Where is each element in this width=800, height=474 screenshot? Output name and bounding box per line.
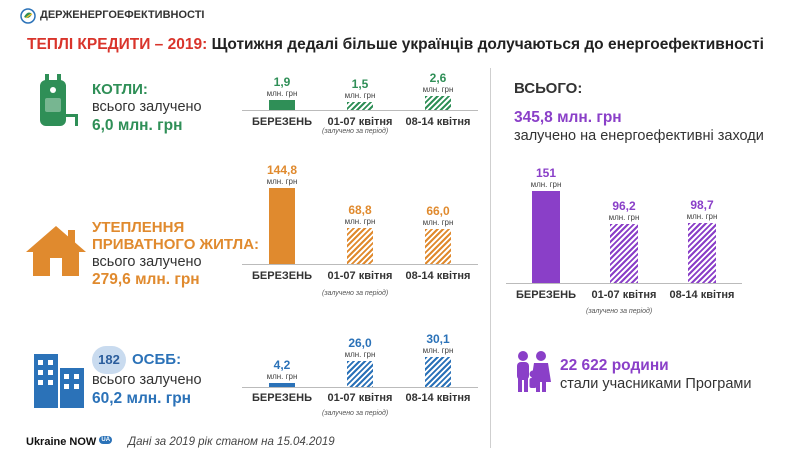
total-bar [532, 191, 560, 283]
total-category-label: 01-07 квітня [591, 289, 657, 301]
families-text: стали учасниками Програми [560, 376, 752, 392]
boilers-category-label: 01-07 квітня [327, 116, 393, 128]
insulation-bar-value: 66,0 [426, 204, 450, 218]
osbb-category-label: 08-14 квітня [405, 392, 471, 404]
total-bar-unit: млн. грн [608, 213, 640, 222]
boilers-bar-unit: млн. грн [344, 91, 376, 100]
footer-note: Дані за 2019 рік станом на 15.04.2019 [128, 436, 335, 448]
insulation-bar-unit: млн. грн [422, 218, 454, 227]
total-bar [610, 224, 638, 283]
insulation-axis [242, 264, 478, 265]
insulation-bar-value: 144,8 [266, 163, 298, 177]
total-axis [506, 283, 742, 284]
insulation-subtitle: всього залучено [92, 254, 202, 270]
osbb-bar [425, 357, 451, 387]
boilers-bar-value: 2,6 [429, 71, 447, 85]
total-bar-unit: млн. грн [686, 212, 718, 221]
insulation-bar-unit: млн. грн [266, 177, 298, 186]
boilers-axis [242, 110, 478, 111]
osbb-bar [347, 361, 373, 387]
total-bar-value: 98,7 [690, 198, 714, 212]
insulation-period-note: (залучено за період) [322, 290, 389, 297]
brand-badge: UA [99, 436, 113, 444]
divider [490, 68, 491, 448]
osbb-bar-value: 26,0 [348, 336, 372, 350]
total-category-label: 08-14 квітня [669, 289, 735, 301]
boilers-subtitle: всього залучено [92, 99, 202, 115]
brand-text: Ukraine NOW [26, 436, 97, 448]
osbb-bar-value: 4,2 [273, 358, 291, 372]
brand-logo: Ukraine NOW UA [26, 436, 113, 448]
boilers-category-label: 08-14 квітня [405, 116, 471, 128]
boilers-bar-value: 1,9 [273, 75, 291, 89]
boilers-period-note: (залучено за період) [322, 128, 389, 135]
osbb-category-label: 01-07 квітня [327, 392, 393, 404]
family-icon [517, 351, 551, 392]
page-title-dark: Щотижня дедалі більше українців долучают… [211, 36, 764, 53]
osbb-period-note: (залучено за період) [322, 410, 389, 417]
boilers-total: 6,0 млн. грн [92, 117, 183, 134]
families-count: 22 622 родини [560, 357, 669, 374]
insulation-bar [269, 188, 295, 264]
insulation-category-label: 01-07 квітня [327, 270, 393, 282]
osbb-bar-unit: млн. грн [422, 346, 454, 355]
buildings-icon [34, 354, 84, 408]
insulation-title-line1: УТЕПЛЕННЯ [92, 219, 185, 236]
boilers-bar [347, 102, 373, 110]
osbb-title: ОСББ: [132, 351, 182, 368]
boiler-icon [40, 74, 78, 126]
total-bar-value: 151 [535, 166, 557, 180]
boilers-bar [269, 100, 295, 110]
boilers-bar-unit: млн. грн [266, 89, 298, 98]
total-amount: 345,8 млн. грн [514, 109, 622, 126]
total-heading: ВСЬОГО: [514, 80, 583, 97]
osbb-badge: 182 [92, 346, 126, 374]
page-title: ТЕПЛІ КРЕДИТИ – 2019: Щотижня дедалі біл… [27, 36, 764, 54]
osbb-category-label: БЕРЕЗЕНЬ [252, 392, 312, 404]
logo-text: ДЕРЖЕНЕРГОЕФЕКТИВНОСТІ [40, 9, 205, 21]
insulation-bar-value: 68,8 [348, 203, 372, 217]
insulation-title-line2: ПРИВАТНОГО ЖИТЛА: [92, 236, 260, 253]
insulation-bar-unit: млн. грн [344, 217, 376, 226]
total-category-label: БЕРЕЗЕНЬ [516, 289, 576, 301]
total-bar-unit: млн. грн [530, 180, 562, 189]
boilers-bar [425, 96, 451, 110]
osbb-subtitle: всього залучено [92, 372, 202, 388]
osbb-bar [269, 383, 295, 387]
insulation-bar [425, 229, 451, 264]
total-period-note: (залучено за період) [586, 308, 653, 315]
osbb-axis [242, 387, 478, 388]
osbb-bar-unit: млн. грн [344, 350, 376, 359]
insulation-category-label: БЕРЕЗЕНЬ [252, 270, 312, 282]
boilers-bar-value: 1,5 [351, 77, 369, 91]
osbb-total: 60,2 млн. грн [92, 390, 192, 407]
total-subtitle: залучено на енергоефективні заходи [514, 128, 764, 144]
insulation-category-label: 08-14 квітня [405, 270, 471, 282]
osbb-bar-unit: млн. грн [266, 372, 298, 381]
insulation-bar [347, 228, 373, 264]
total-bar-value: 96,2 [612, 199, 636, 213]
page-title-red: ТЕПЛІ КРЕДИТИ – 2019: [27, 36, 208, 53]
logo: ДЕРЖЕНЕРГОЕФЕКТИВНОСТІ [20, 6, 220, 26]
osbb-bar-value: 30,1 [426, 332, 450, 346]
boilers-bar-unit: млн. грн [422, 85, 454, 94]
boilers-title: КОТЛИ: [92, 81, 148, 98]
logo-icon [20, 8, 36, 24]
total-bar [688, 223, 716, 283]
boilers-category-label: БЕРЕЗЕНЬ [252, 116, 312, 128]
house-icon [26, 226, 86, 276]
insulation-total: 279,6 млн. грн [92, 271, 200, 288]
